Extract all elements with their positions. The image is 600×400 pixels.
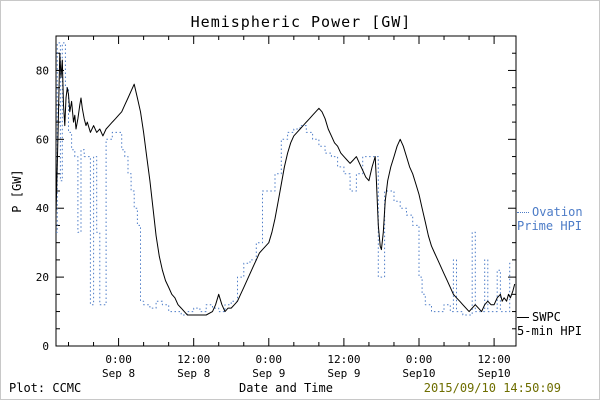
timestamp: 2015/09/10 14:50:09 bbox=[423, 381, 561, 395]
svg-text:80: 80 bbox=[36, 64, 49, 77]
svg-text:0:00: 0:00 bbox=[256, 353, 283, 366]
svg-text:Sep 9: Sep 9 bbox=[327, 367, 360, 380]
svg-text:20: 20 bbox=[36, 271, 49, 284]
plot-credit: Plot: CCMC bbox=[9, 381, 82, 395]
legend-swpc-label-line1: SWPC bbox=[532, 310, 561, 324]
legend-ovation: Ovation Prime HPI bbox=[517, 205, 599, 233]
svg-text:0:00: 0:00 bbox=[105, 353, 132, 366]
chart-title: Hemispheric Power [GW] bbox=[190, 13, 412, 31]
x-axis-label: Date and Time bbox=[239, 381, 333, 395]
svg-text:Sep 8: Sep 8 bbox=[177, 367, 210, 380]
svg-text:12:00: 12:00 bbox=[327, 353, 360, 366]
svg-text:Sep10: Sep10 bbox=[402, 367, 435, 380]
legend-ovation-label-line2: Prime HPI bbox=[517, 219, 583, 233]
legend-swpc-label-line2: 5-min HPI bbox=[517, 324, 583, 338]
svg-text:Sep 8: Sep 8 bbox=[102, 367, 135, 380]
svg-text:0: 0 bbox=[42, 340, 49, 353]
svg-text:Sep10: Sep10 bbox=[478, 367, 511, 380]
swpc-line-sample-icon bbox=[517, 316, 529, 318]
svg-text:12:00: 12:00 bbox=[177, 353, 210, 366]
ovation-line-sample-icon bbox=[517, 211, 529, 213]
svg-text:60: 60 bbox=[36, 133, 49, 146]
svg-text:12:00: 12:00 bbox=[478, 353, 511, 366]
legend-swpc: SWPC 5-min HPI bbox=[517, 310, 599, 338]
legend-ovation-label-line1: Ovation bbox=[532, 205, 583, 219]
svg-text:Sep 9: Sep 9 bbox=[252, 367, 285, 380]
svg-text:40: 40 bbox=[36, 202, 49, 215]
svg-text:0:00: 0:00 bbox=[406, 353, 433, 366]
